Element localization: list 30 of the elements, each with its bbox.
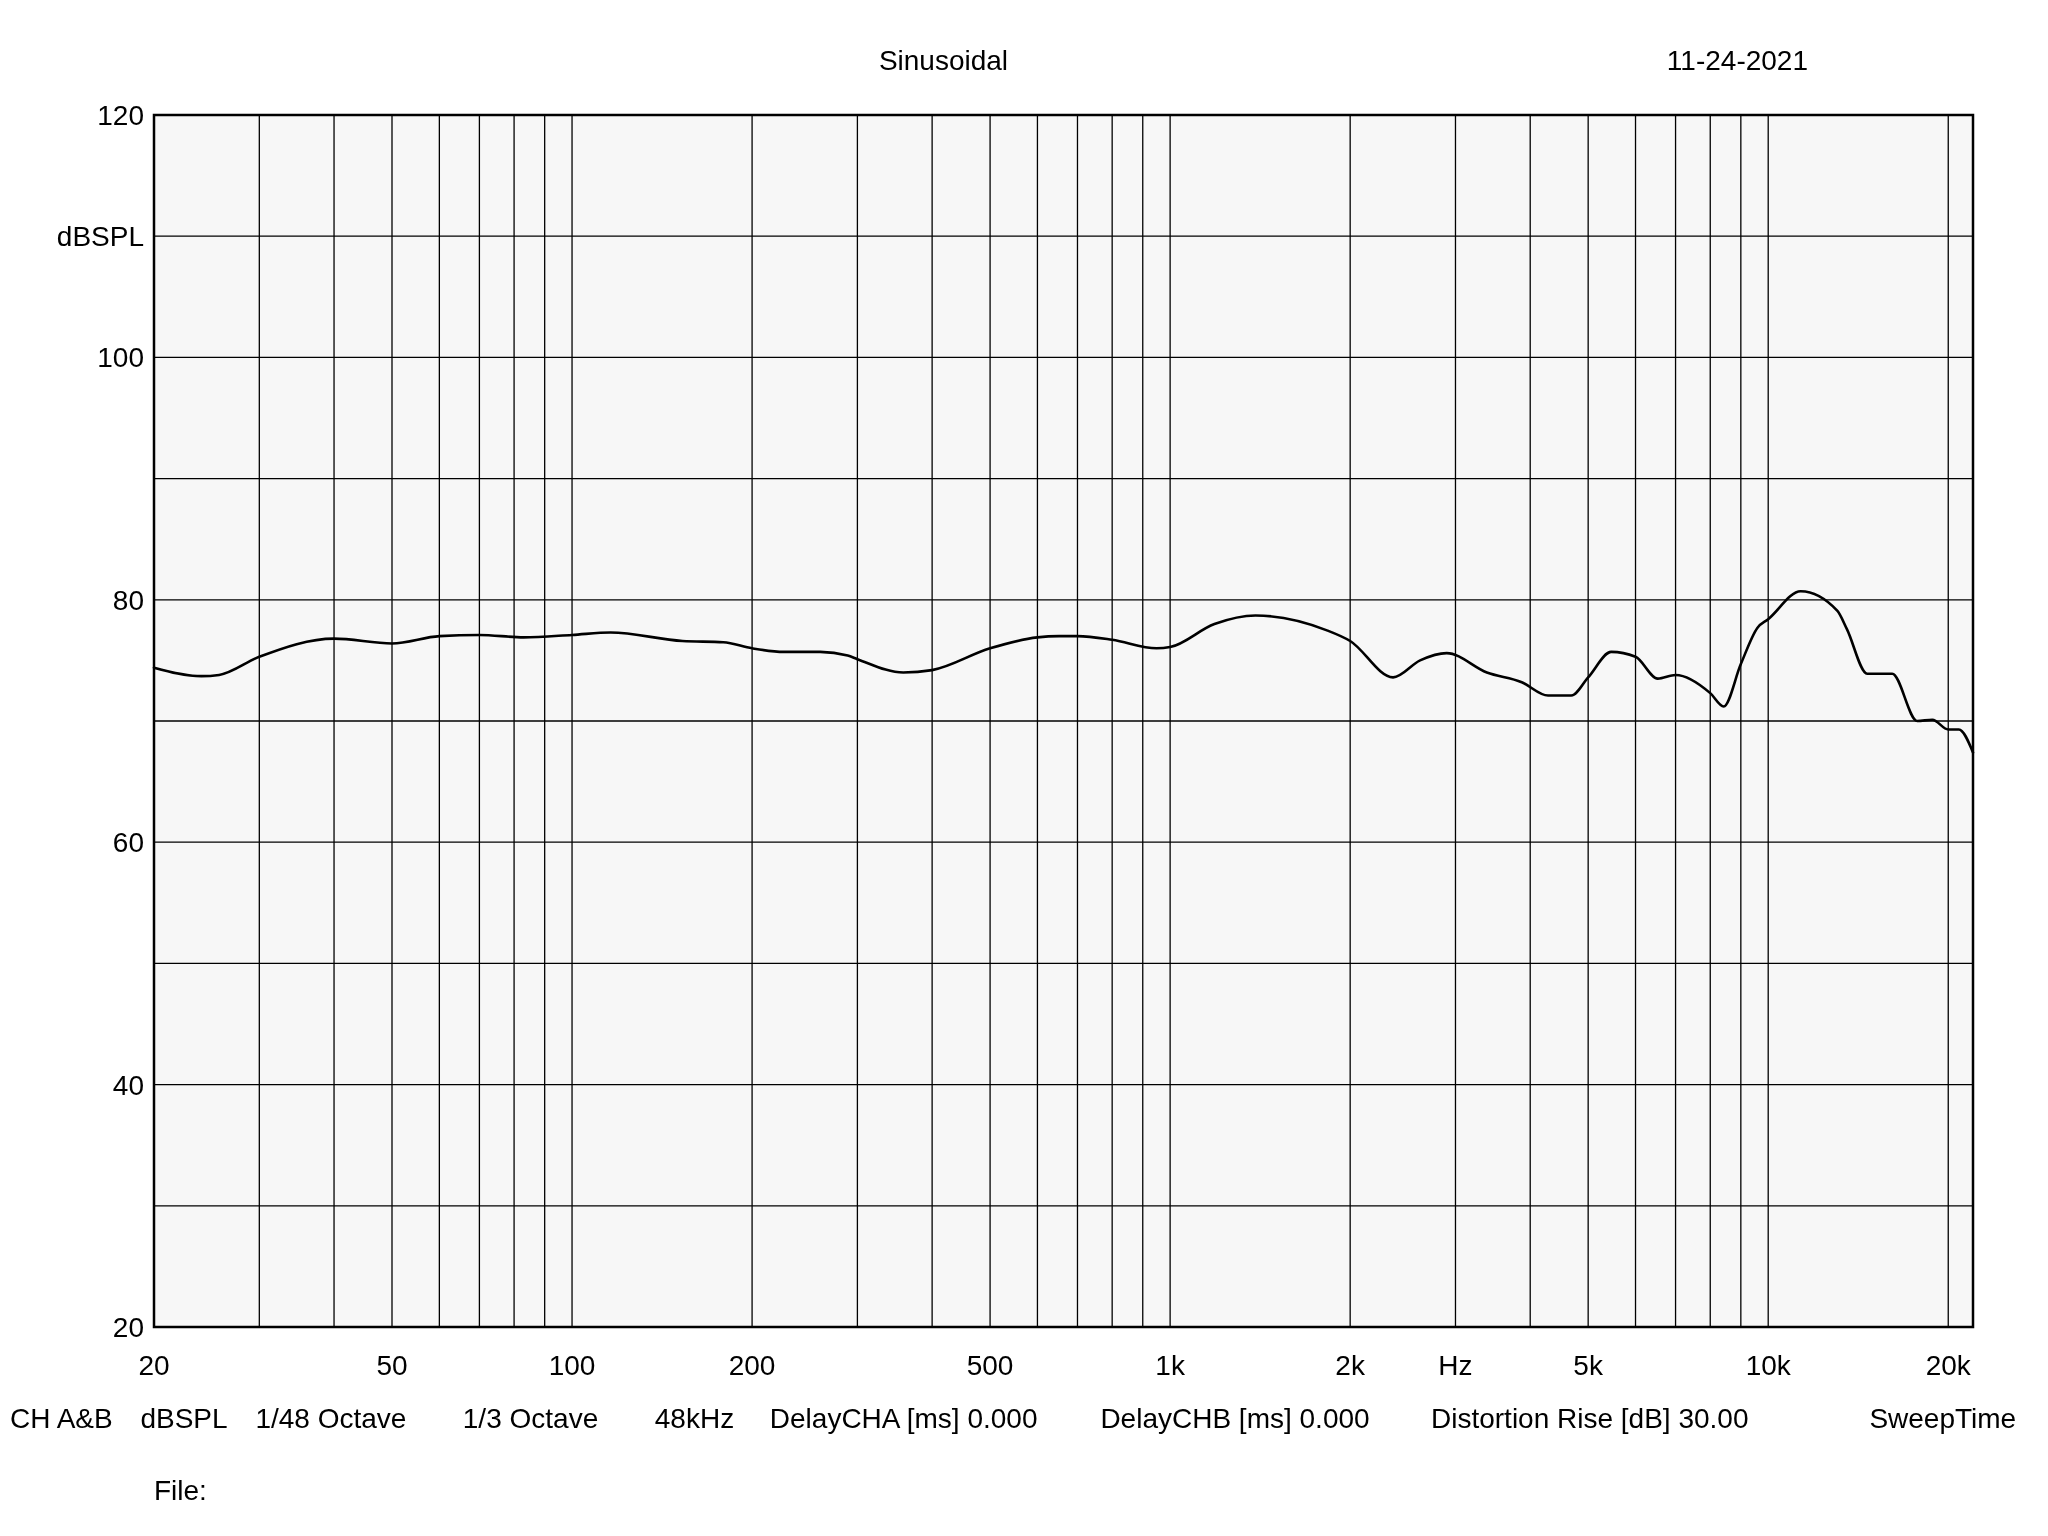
text: 11-24-2021 [1666,45,1808,76]
y-tick-label: 20 [112,1312,144,1343]
y-tick-label: 120 [97,100,144,131]
text: DelayCHA [ms] 0.000 [769,1403,1038,1434]
y-axis-title: dBSPL [56,221,144,253]
text: DelayCHB [ms] 0.000 [1100,1403,1370,1434]
text: 1/3 Octave [462,1403,599,1434]
x-tick-label: 20 [138,1350,170,1381]
text: CH A&B [10,1403,113,1434]
text: SweepTime [1869,1403,2017,1434]
x-tick-label: 20k [1925,1350,1972,1381]
chart-title: Sinusoidal [878,45,1009,76]
text: 1/48 Octave [255,1403,407,1434]
x-tick-label: 50 [376,1350,408,1381]
text: dBSPL [140,1403,228,1434]
y-tick-label: 60 [112,827,144,859]
text: File: [154,1475,207,1506]
text: Distortion Rise [dB] 30.00 [1431,1403,1749,1434]
x-tick-label: 500 [966,1350,1014,1381]
x-tick-label: 1k [1155,1350,1186,1381]
x-tick-label: 5k [1573,1350,1604,1381]
x-tick-label: 200 [728,1350,776,1381]
x-axis-title: Hz [1438,1350,1473,1381]
x-tick-label: 2k [1335,1350,1366,1381]
x-tick-label: 100 [548,1350,596,1381]
text: 48kHz [654,1403,735,1434]
y-tick-label: 40 [112,1069,144,1101]
y-tick-label: 80 [112,584,144,616]
x-tick-label: 10k [1745,1350,1792,1381]
y-tick-label: 100 [97,342,144,374]
